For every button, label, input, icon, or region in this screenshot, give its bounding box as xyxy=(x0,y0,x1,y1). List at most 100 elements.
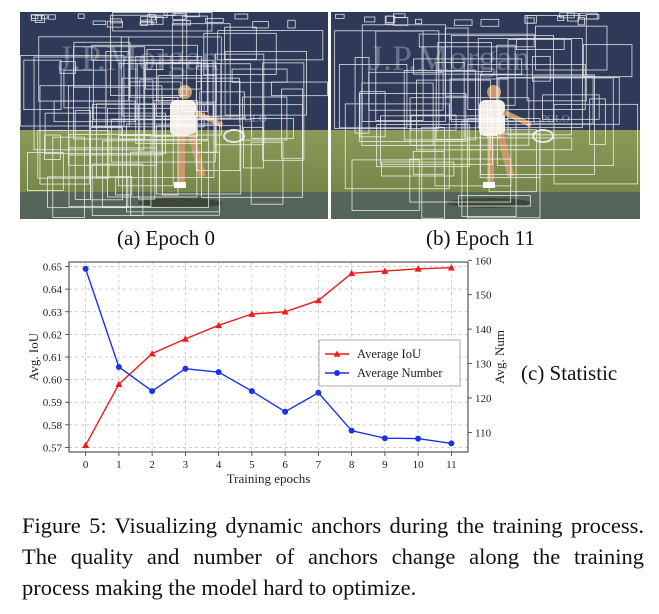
anchor-box xyxy=(415,18,423,25)
anchor-box xyxy=(334,30,440,129)
series-line xyxy=(85,266,452,446)
anchor-box xyxy=(524,17,535,24)
anchor-box xyxy=(196,65,217,153)
anchor-box xyxy=(59,61,76,74)
data-point-triangle xyxy=(348,269,356,277)
x-tick-label: 8 xyxy=(349,459,355,471)
anchor-box xyxy=(224,50,307,116)
anchor-box xyxy=(480,74,595,175)
anchor-box xyxy=(368,71,444,111)
x-tick-label: 4 xyxy=(216,459,222,471)
anchor-box xyxy=(344,103,450,190)
legend-marker xyxy=(333,350,341,357)
y-left-tick-label: 0.58 xyxy=(43,420,63,432)
y-axis-label-right: Avg. Num xyxy=(492,330,507,384)
anchor-box xyxy=(542,94,600,120)
data-point-triangle xyxy=(447,264,455,271)
data-point-triangle xyxy=(181,335,189,342)
anchor-box xyxy=(20,55,125,127)
anchor-box xyxy=(589,98,606,146)
anchor-box xyxy=(435,62,465,140)
data-point-circle xyxy=(448,440,455,447)
anchor-box xyxy=(140,16,158,24)
anchor-box xyxy=(444,27,469,97)
anchor-box xyxy=(453,19,473,26)
subcaption-a: (a) Epoch 0 xyxy=(117,226,215,250)
data-point-circle xyxy=(215,369,222,376)
y-right-tick-label: 110 xyxy=(475,427,492,439)
anchor-box xyxy=(480,18,500,27)
anchor-box xyxy=(118,135,174,187)
anchor-box xyxy=(33,56,145,151)
legend-marker xyxy=(334,370,340,376)
x-tick-label: 9 xyxy=(382,459,388,471)
anchor-box xyxy=(557,16,565,21)
anchor-box xyxy=(73,46,146,140)
anchor-box xyxy=(106,20,123,28)
anchor-box xyxy=(214,53,265,146)
x-tick-label: 5 xyxy=(249,459,255,471)
anchor-box xyxy=(205,18,224,23)
anchor-box xyxy=(418,33,535,48)
x-tick-label: 7 xyxy=(316,459,322,471)
y-left-tick-label: 0.64 xyxy=(43,284,63,296)
anchor-box xyxy=(479,133,541,179)
anchor-box xyxy=(434,127,512,187)
watermark-text: J.P.Morgan xyxy=(58,38,219,78)
series-line xyxy=(84,268,452,445)
anchor-box xyxy=(410,114,457,131)
anchor-box xyxy=(172,13,186,21)
data-point-circle xyxy=(248,388,255,395)
x-tick-label: 0 xyxy=(83,459,89,471)
anchor-box xyxy=(364,16,376,23)
x-axis-label: Training epochs xyxy=(227,471,311,486)
player-shadow xyxy=(447,198,531,208)
anchor-box xyxy=(68,85,163,156)
anchor-box xyxy=(46,176,129,209)
anchor-box xyxy=(48,14,56,20)
anchor-box xyxy=(384,15,395,25)
anchor-box xyxy=(234,13,249,20)
anchor-box xyxy=(138,103,156,200)
data-point-circle xyxy=(149,388,156,395)
anchor-box xyxy=(477,38,583,129)
data-point-triangle xyxy=(314,296,322,304)
anchor-box xyxy=(270,81,328,97)
anchor-box xyxy=(416,79,492,151)
data-point-triangle xyxy=(82,441,90,449)
player-shadow xyxy=(138,198,222,208)
y-right-tick-label: 160 xyxy=(475,255,492,267)
data-point-triangle xyxy=(215,321,223,329)
anchor-box xyxy=(146,49,164,71)
anchor-box xyxy=(437,42,492,72)
anchor-box xyxy=(380,161,455,177)
anchor-box xyxy=(140,19,148,26)
anchor-box xyxy=(23,59,62,111)
anchor-box xyxy=(92,20,107,25)
anchor-box xyxy=(150,16,164,25)
data-point-circle xyxy=(315,389,322,396)
anchor-box xyxy=(359,91,386,138)
anchor-box xyxy=(96,103,215,178)
legend: Average IoU Average Number xyxy=(318,339,461,387)
y-left-tick-label: 0.63 xyxy=(43,307,63,319)
data-point-triangle xyxy=(248,310,256,317)
y-left-tick-label: 0.59 xyxy=(43,397,63,409)
board-text: POLO xyxy=(238,113,267,125)
anchor-box xyxy=(203,32,277,75)
figure-label: Figure 5: xyxy=(22,513,107,538)
anchor-box xyxy=(287,19,296,29)
anchor-boxes xyxy=(334,12,639,219)
anchor-box xyxy=(109,18,122,24)
anchor-box xyxy=(380,115,493,165)
x-tick-label: 6 xyxy=(282,459,288,471)
anchor-box xyxy=(149,12,168,19)
data-point-circle xyxy=(415,435,422,442)
anchor-box xyxy=(335,13,345,19)
anchor-box xyxy=(39,85,90,185)
anchor-box xyxy=(412,151,445,175)
data-point-circle xyxy=(82,265,89,272)
anchor-box xyxy=(102,140,210,208)
anchor-box xyxy=(466,137,573,151)
anchor-box xyxy=(172,20,191,26)
